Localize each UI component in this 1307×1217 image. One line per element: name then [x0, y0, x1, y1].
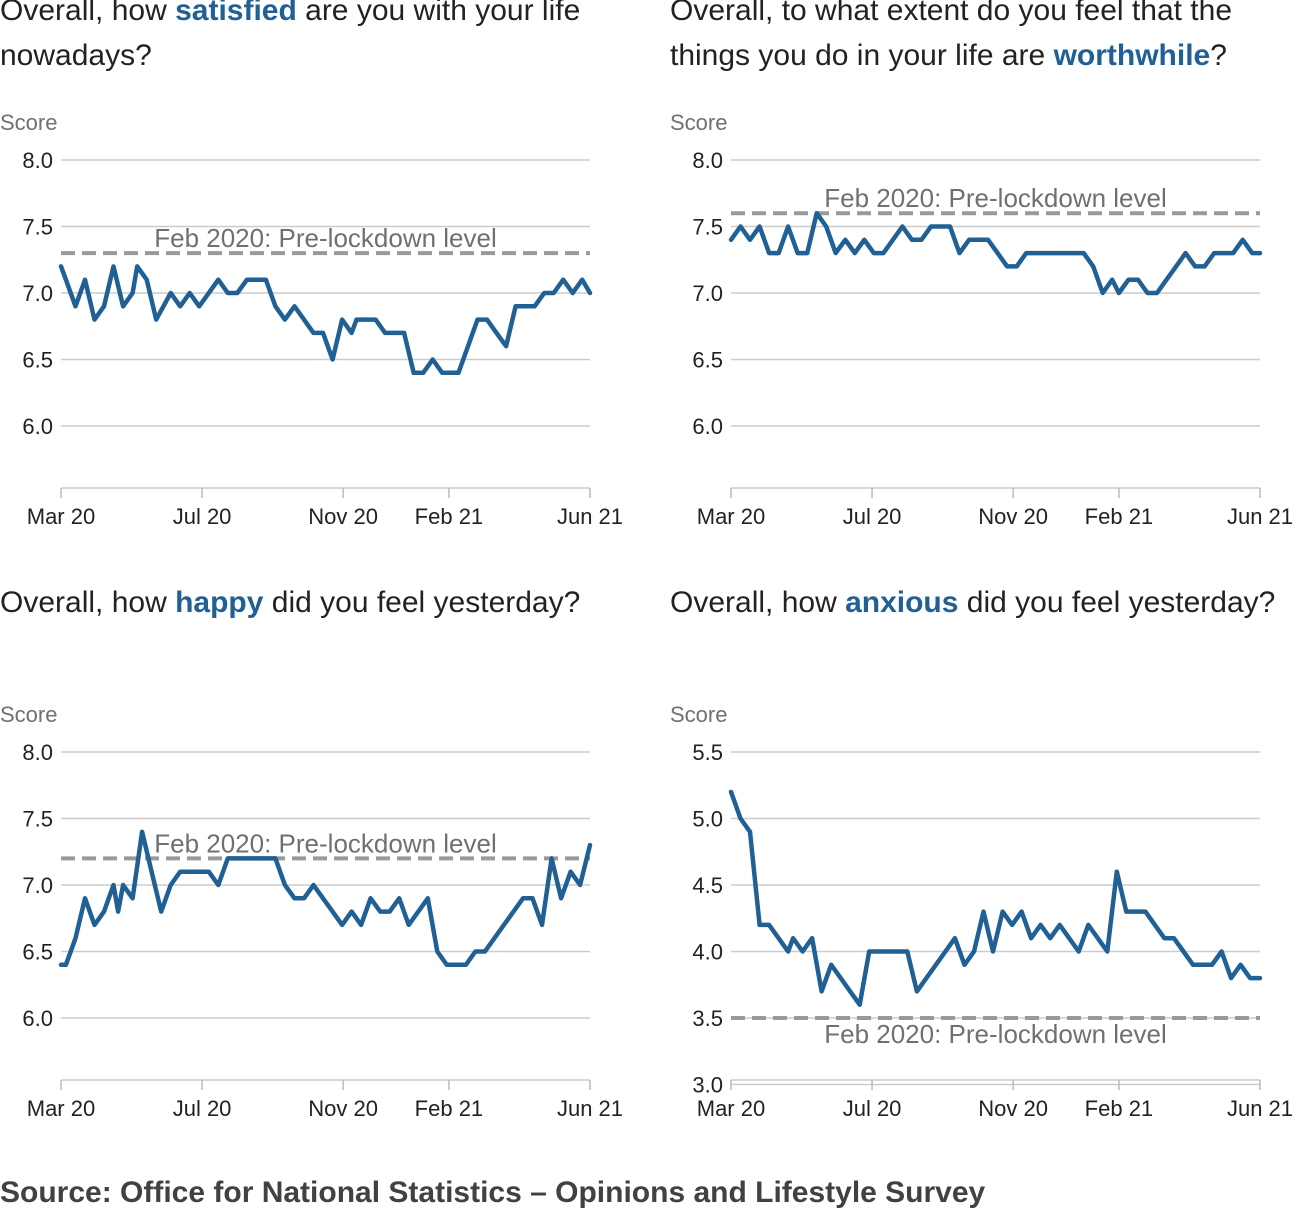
y-axis-title: Score [670, 702, 727, 727]
x-tick-label: Feb 21 [415, 1096, 484, 1121]
y-axis-title: Score [670, 110, 727, 135]
x-tick-label: Jul 20 [843, 1096, 902, 1121]
title-suffix: did you feel yesterday? [958, 586, 1276, 619]
chart-title: Overall, how satisfied are you with your… [0, 0, 640, 78]
source-note: Source: Office for National Statistics –… [0, 1176, 986, 1209]
x-tick-label: Jul 20 [843, 504, 902, 529]
series-line [58, 829, 593, 968]
y-axis-title: Score [0, 110, 57, 135]
y-tick-label: 8.0 [22, 740, 53, 765]
x-tick-label: Jun 21 [1227, 1096, 1293, 1121]
y-tick-label: 6.5 [22, 940, 53, 965]
series-line [728, 789, 1263, 1007]
title-suffix: ? [1210, 39, 1227, 72]
reference-label: Feb 2020: Pre-lockdown level [824, 1019, 1167, 1049]
y-tick-label: 3.0 [692, 1073, 723, 1098]
y-tick-label: 7.0 [22, 281, 53, 306]
x-tick-label: Mar 20 [697, 1096, 765, 1121]
reference-label: Feb 2020: Pre-lockdown level [154, 828, 497, 858]
title-prefix: Overall, how [670, 586, 846, 619]
title-keyword: anxious [845, 586, 959, 619]
title-suffix: did you feel yesterday? [263, 586, 581, 619]
line-chart-happy: Score 6.0 6.5 7.0 7.5 8.0 Mar 20 Jul 20 Nov 20 Fe… [0, 702, 623, 1121]
y-tick-label: 8.0 [22, 148, 53, 173]
reference-label: Feb 2020: Pre-lockdown level [824, 183, 1167, 213]
chart-title: Overall, to what extent do you feel that… [670, 0, 1307, 78]
y-tick-label: 6.5 [22, 348, 53, 373]
x-tick-label: Nov 20 [978, 1096, 1048, 1121]
title-prefix: Overall, to what extent do you feel that… [670, 0, 1233, 72]
x-tick-label: Mar 20 [697, 504, 765, 529]
y-tick-label: 6.0 [22, 1006, 53, 1031]
y-tick-label: 7.5 [22, 807, 53, 832]
chart-title: Overall, how anxious did you feel yester… [670, 580, 1307, 625]
y-tick-label: 7.0 [22, 873, 53, 898]
title-keyword: worthwhile [1053, 39, 1211, 72]
y-tick-label: 8.0 [692, 148, 723, 173]
y-tick-label: 3.5 [692, 1006, 723, 1031]
title-keyword: satisfied [175, 0, 297, 27]
x-tick-label: Jul 20 [173, 504, 232, 529]
series-line [728, 210, 1263, 296]
title-prefix: Overall, how [0, 0, 176, 27]
x-tick-label: Jun 21 [1227, 504, 1293, 529]
line-chart-worthwhile: Score 6.0 6.5 7.0 7.5 8.0 Mar 20 Jul 20 Nov 20 Fe… [670, 110, 1293, 529]
y-tick-label: 6.0 [692, 414, 723, 439]
reference-label: Feb 2020: Pre-lockdown level [154, 223, 497, 253]
x-tick-label: Nov 20 [308, 504, 378, 529]
y-tick-label: 6.0 [22, 414, 53, 439]
y-tick-label: 5.5 [692, 740, 723, 765]
title-prefix: Overall, how [0, 586, 176, 619]
x-tick-label: Feb 21 [1085, 1096, 1154, 1121]
y-tick-label: 7.5 [22, 215, 53, 240]
title-suffix: are you with your life nowadays? [0, 0, 581, 72]
x-tick-label: Jun 21 [557, 504, 623, 529]
y-tick-label: 7.0 [692, 281, 723, 306]
series-line [58, 264, 593, 376]
y-tick-label: 6.5 [692, 348, 723, 373]
line-chart-satisfied: Score 6.0 6.5 7.0 7.5 8.0 Mar 20 Jul 20 Nov 20 Fe… [0, 110, 623, 529]
x-tick-label: Mar 20 [27, 504, 95, 529]
x-tick-label: Jul 20 [173, 1096, 232, 1121]
x-tick-label: Nov 20 [978, 504, 1048, 529]
x-tick-label: Jun 21 [557, 1096, 623, 1121]
x-tick-label: Feb 21 [415, 504, 484, 529]
y-tick-label: 4.0 [692, 940, 723, 965]
chart-title: Overall, how happy did you feel yesterda… [0, 580, 640, 625]
line-chart-anxious: Score 3.0 3.5 4.0 4.5 5.0 5.5 Mar 20 Jul 20 Nov 2… [670, 702, 1293, 1121]
x-tick-label: Feb 21 [1085, 504, 1154, 529]
x-tick-label: Nov 20 [308, 1096, 378, 1121]
y-axis-title: Score [0, 702, 57, 727]
title-keyword: happy [175, 586, 264, 619]
y-tick-label: 4.5 [692, 873, 723, 898]
x-tick-label: Mar 20 [27, 1096, 95, 1121]
y-tick-label: 7.5 [692, 215, 723, 240]
y-tick-label: 5.0 [692, 807, 723, 832]
